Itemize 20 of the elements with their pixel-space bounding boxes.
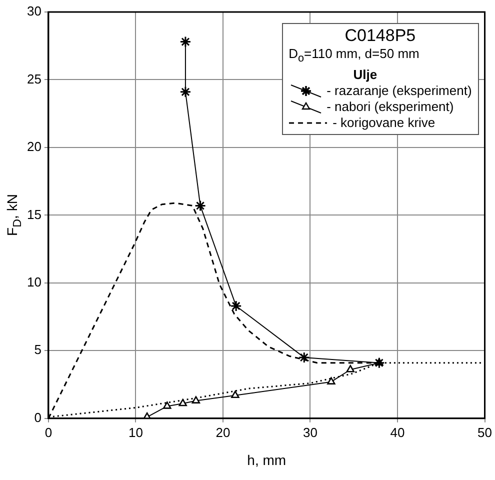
legend-label: - razaranje (eksperiment): [326, 82, 472, 99]
y-tick-label: 0: [34, 410, 42, 425]
x-tick-label: 30: [303, 424, 318, 440]
annotation: Ulje: [352, 66, 378, 83]
x-tick-label: 20: [216, 424, 230, 440]
y-tick-label: 30: [26, 4, 42, 19]
legend-label: - nabori (eksperiment): [326, 98, 454, 115]
y-tick-label: 10: [26, 274, 42, 290]
x-tick-label: 0: [44, 424, 52, 440]
y-tick-label: 5: [34, 342, 42, 358]
y-tick-label: 15: [26, 206, 42, 222]
x-axis-title: h, mm: [247, 452, 286, 468]
legend-label: - korigovane krive: [332, 114, 436, 131]
legend-title: C0148P5: [344, 26, 417, 46]
y-tick-label: 20: [26, 139, 42, 154]
annotation: D$_{o}$=110 mm, d=50 mm: [288, 46, 420, 67]
x-tick-label: 40: [390, 424, 405, 440]
x-tick-label: 10: [128, 424, 143, 440]
x-tick-label: 50: [478, 424, 492, 440]
y-tick-label: 25: [26, 71, 42, 86]
